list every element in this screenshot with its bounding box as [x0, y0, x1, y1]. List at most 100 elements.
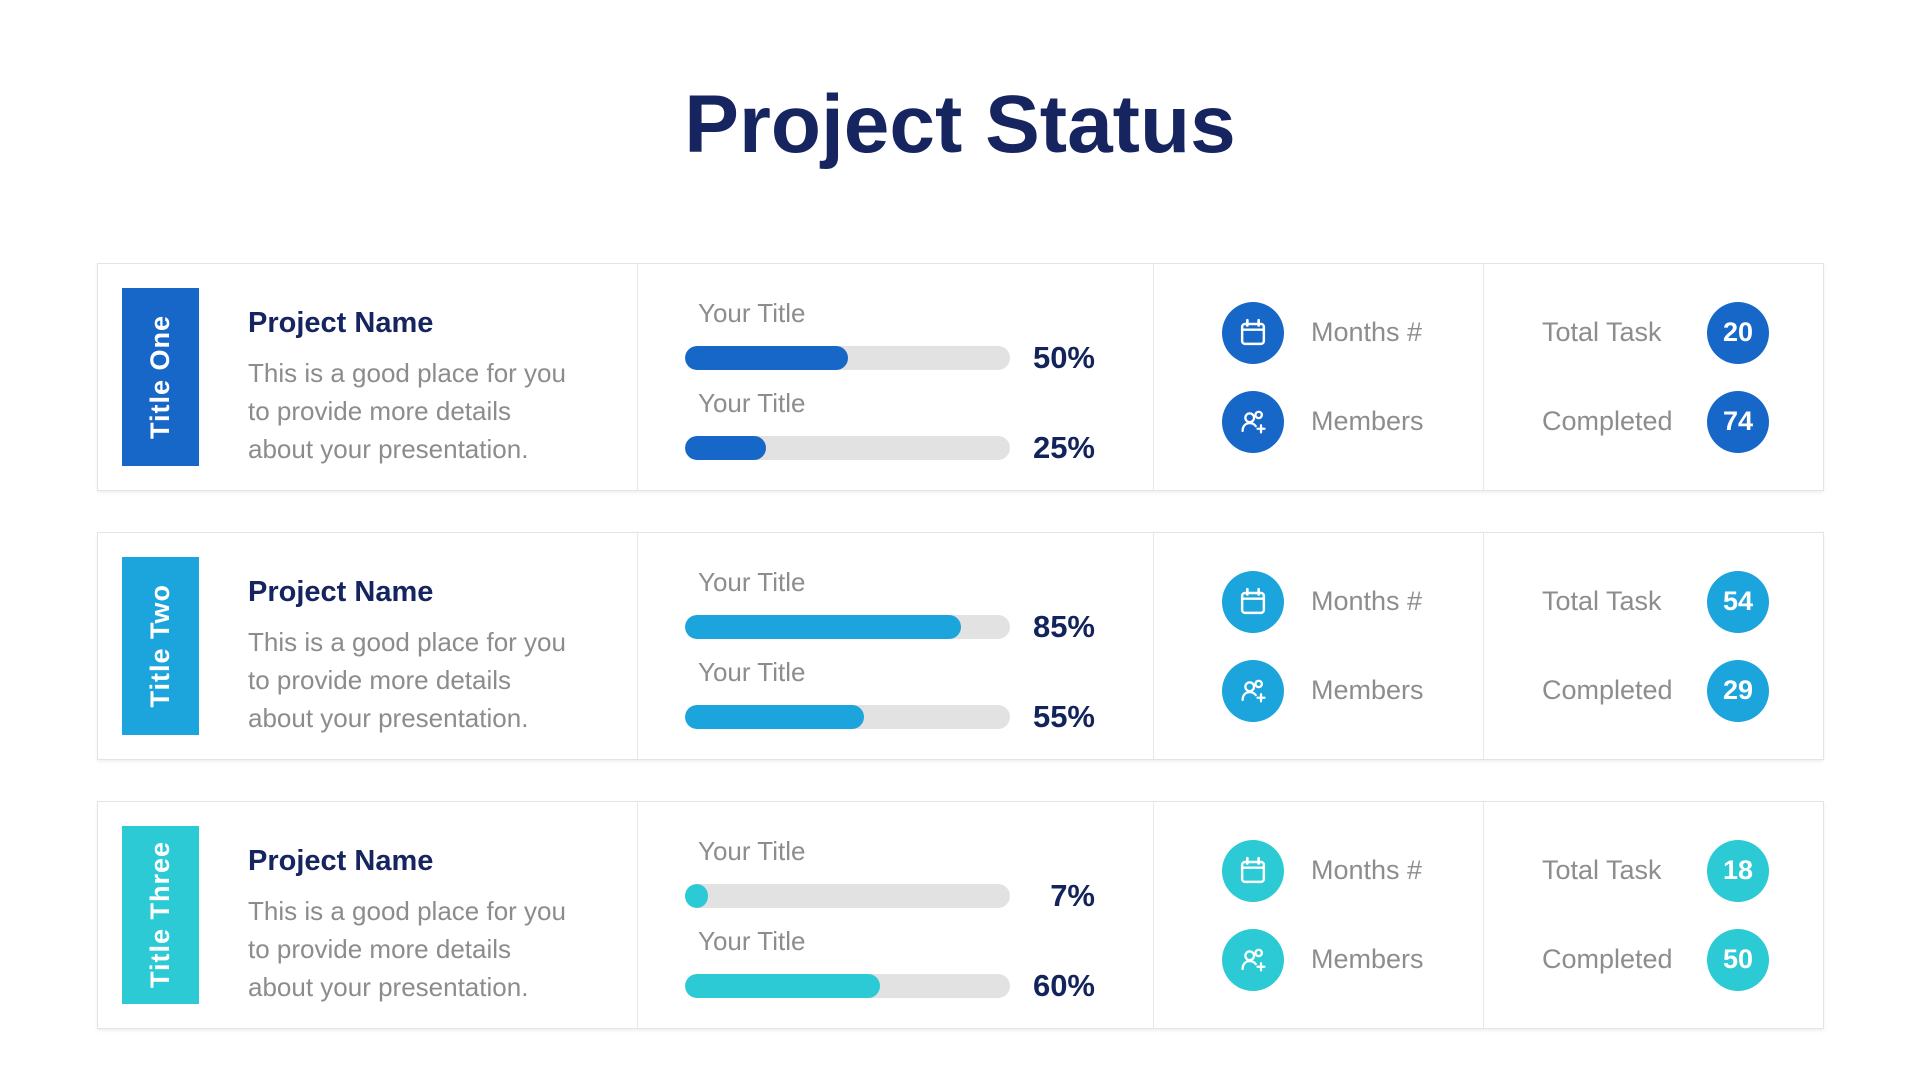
progress-row: 85%: [685, 609, 1153, 645]
progress-row: 7%: [685, 878, 1153, 914]
stat-months: Months #: [1222, 839, 1483, 902]
progress-bar-track: [685, 436, 1010, 460]
totals-column: Total Task 54 Completed 29: [1483, 533, 1823, 759]
add-user-icon: [1222, 659, 1284, 722]
project-card-two: Title Two Project Name This is a good pl…: [97, 532, 1824, 760]
project-cards: Title One Project Name This is a good pl…: [97, 263, 1824, 1029]
project-tab-label: Title One: [145, 314, 175, 440]
project-info-column: Title One Project Name This is a good pl…: [98, 264, 637, 490]
progress-meter: Your Title 60%: [685, 926, 1153, 1004]
totals-column: Total Task 18 Completed 50: [1483, 802, 1823, 1028]
progress-label: Your Title: [698, 388, 806, 418]
total-label: Total Task: [1542, 855, 1662, 885]
project-name: Project Name: [248, 576, 434, 608]
progress-bar-fill: [685, 436, 767, 460]
progress-bar-track: [685, 615, 1010, 639]
total-label: Total Task: [1542, 586, 1662, 616]
progress-meter: Your Title 55%: [685, 657, 1153, 735]
progress-bar-fill: [685, 346, 848, 370]
description-line: to provide more details: [248, 934, 512, 964]
project-info-column: Title Two Project Name This is a good pl…: [98, 533, 637, 759]
stat-label: Members: [1311, 675, 1424, 705]
project-description: This is a good place for you to provide …: [248, 892, 608, 1006]
stat-label: Months #: [1311, 586, 1423, 616]
progress-bar-fill: [685, 974, 880, 998]
progress-column: Your Title 85% Your Title 55%: [637, 533, 1153, 759]
progress-bar-fill: [685, 705, 864, 729]
progress-percent: 25%: [1032, 430, 1095, 465]
progress-row: 55%: [685, 699, 1153, 735]
total-task-badge: 54: [1707, 570, 1769, 633]
progress-label: Your Title: [698, 926, 806, 956]
project-tab: Title Two: [122, 557, 199, 735]
progress-bar-fill: [685, 615, 962, 639]
stat-members: Members: [1222, 928, 1483, 991]
stat-label: Members: [1311, 944, 1424, 974]
completed-row: Completed 74: [1542, 390, 1769, 453]
description-line: to provide more details: [248, 396, 512, 426]
project-info-column: Title Three Project Name This is a good …: [98, 802, 637, 1028]
calendar-icon: [1222, 570, 1284, 633]
description-line: This is a good place for you: [248, 358, 566, 388]
progress-meter: Your Title 50%: [685, 298, 1153, 376]
total-task-row: Total Task 54: [1542, 570, 1769, 633]
description-line: about your presentation.: [248, 703, 529, 733]
description-line: This is a good place for you: [248, 896, 566, 926]
stats-column: Months # Members: [1153, 264, 1483, 490]
project-description: This is a good place for you to provide …: [248, 354, 608, 468]
progress-percent: 50%: [1032, 340, 1095, 375]
progress-column: Your Title 7% Your Title 60%: [637, 802, 1153, 1028]
project-tab: Title Three: [122, 826, 199, 1004]
completed-row: Completed 29: [1542, 659, 1769, 722]
progress-percent: 60%: [1032, 968, 1095, 1003]
progress-meter: Your Title 25%: [685, 388, 1153, 466]
completed-row: Completed 50: [1542, 928, 1769, 991]
total-task-badge: 20: [1707, 301, 1769, 364]
progress-bar-track: [685, 974, 1010, 998]
stats-column: Months # Members: [1153, 533, 1483, 759]
page-title: Project Status: [684, 79, 1236, 170]
add-user-icon: [1222, 390, 1284, 453]
progress-bar-track: [685, 705, 1010, 729]
project-tab-label: Title Three: [145, 841, 175, 989]
project-description: This is a good place for you to provide …: [248, 623, 608, 737]
progress-bar-track: [685, 346, 1010, 370]
description-line: This is a good place for you: [248, 627, 566, 657]
project-tab: Title One: [122, 288, 199, 466]
stat-members: Members: [1222, 390, 1483, 453]
total-label: Completed: [1542, 675, 1673, 705]
project-info-text: Project Name This is a good place for yo…: [248, 264, 608, 468]
progress-label: Your Title: [698, 657, 806, 687]
stat-label: Months #: [1311, 317, 1423, 347]
total-task-row: Total Task 18: [1542, 839, 1769, 902]
project-name: Project Name: [248, 307, 434, 339]
completed-badge: 74: [1707, 390, 1769, 453]
progress-percent: 7%: [1050, 878, 1095, 913]
stats-column: Months # Members: [1153, 802, 1483, 1028]
stat-months: Months #: [1222, 570, 1483, 633]
progress-meter: Your Title 7%: [685, 836, 1153, 914]
completed-badge: 29: [1707, 659, 1769, 722]
project-tab-label: Title Two: [145, 584, 175, 708]
description-line: to provide more details: [248, 665, 512, 695]
total-task-row: Total Task 20: [1542, 301, 1769, 364]
completed-badge: 50: [1707, 928, 1769, 991]
total-task-badge: 18: [1707, 839, 1769, 902]
total-label: Completed: [1542, 406, 1673, 436]
progress-label: Your Title: [698, 836, 806, 866]
calendar-icon: [1222, 301, 1284, 364]
stat-label: Months #: [1311, 855, 1423, 885]
totals-column: Total Task 20 Completed 74: [1483, 264, 1823, 490]
progress-percent: 85%: [1032, 609, 1095, 644]
project-card-three: Title Three Project Name This is a good …: [97, 801, 1824, 1029]
total-label: Total Task: [1542, 317, 1662, 347]
progress-label: Your Title: [698, 298, 806, 328]
project-info-text: Project Name This is a good place for yo…: [248, 802, 608, 1006]
project-card-one: Title One Project Name This is a good pl…: [97, 263, 1824, 491]
progress-row: 25%: [685, 430, 1153, 466]
stat-label: Members: [1311, 406, 1424, 436]
calendar-icon: [1222, 839, 1284, 902]
progress-meter: Your Title 85%: [685, 567, 1153, 645]
progress-percent: 55%: [1032, 699, 1095, 734]
progress-bar-track: [685, 884, 1010, 908]
